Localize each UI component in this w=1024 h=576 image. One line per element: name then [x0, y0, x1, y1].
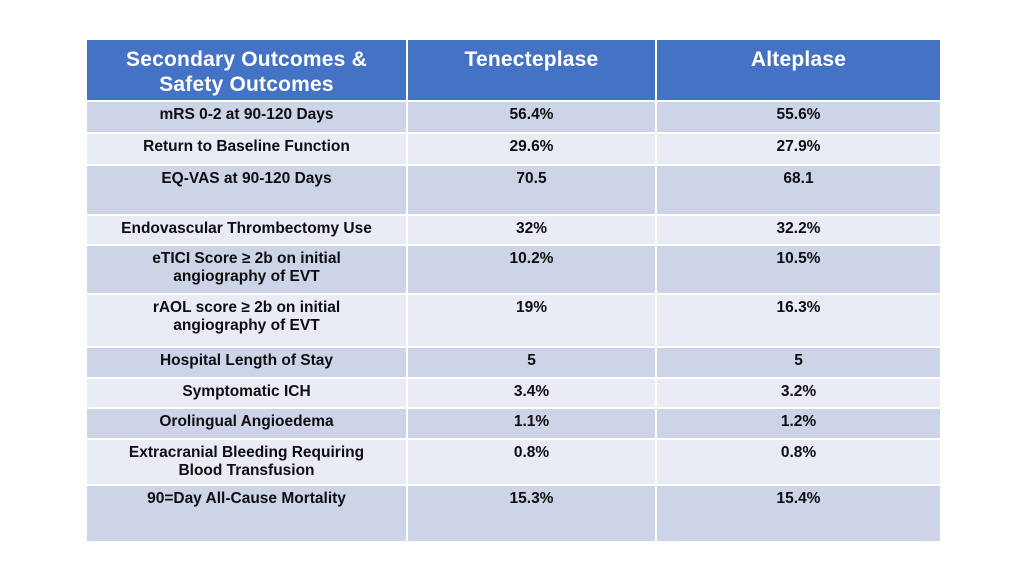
- alteplase-value: 0.8%: [655, 437, 942, 486]
- tenecteplase-value: 32%: [406, 213, 657, 246]
- tenecteplase-value: 56.4%: [406, 99, 657, 134]
- tenecteplase-value: 29.6%: [406, 131, 657, 166]
- outcome-label: mRS 0-2 at 90-120 Days: [159, 105, 334, 123]
- outcome-label: Return to Baseline Function: [143, 137, 350, 155]
- alteplase-value: 15.4%: [655, 483, 942, 543]
- tenecteplase-value: 0.8%: [406, 437, 657, 486]
- column-header-outcomes-line1: Secondary Outcomes &: [126, 48, 367, 71]
- column-header-tenecteplase: Tenecteplase: [406, 38, 657, 102]
- tenecteplase-value: 10.2%: [406, 243, 657, 295]
- column-header-outcomes: Secondary Outcomes & Safety Outcomes: [85, 38, 408, 102]
- tenecteplase-value: 15.3%: [406, 483, 657, 543]
- outcome-label-cell: Endovascular Thrombectomy Use: [85, 213, 408, 246]
- outcome-label-cell: EQ-VAS at 90-120 Days: [85, 163, 408, 216]
- outcome-label-cell: Extracranial Bleeding Requiring Blood Tr…: [85, 437, 408, 486]
- outcome-label-cell: Hospital Length of Stay: [85, 345, 408, 379]
- alteplase-value: 3.2%: [655, 376, 942, 409]
- table-row: Orolingual Angioedema 1.1% 1.2%: [85, 406, 942, 440]
- alteplase-value: 32.2%: [655, 213, 942, 246]
- outcome-label: Hospital Length of Stay: [159, 351, 334, 369]
- outcome-label: eTICI Score ≥ 2b on initial: [152, 249, 341, 267]
- outcome-label-cell: Return to Baseline Function: [85, 131, 408, 166]
- table-row: Return to Baseline Function 29.6% 27.9%: [85, 131, 942, 166]
- alteplase-value: 10.5%: [655, 243, 942, 295]
- column-header-alteplase: Alteplase: [655, 38, 942, 102]
- table-row: Hospital Length of Stay 5 5: [85, 345, 942, 379]
- outcomes-table: Secondary Outcomes & Safety Outcomes Ten…: [85, 38, 942, 543]
- header-row: Secondary Outcomes & Safety Outcomes Ten…: [85, 38, 942, 102]
- table-row: mRS 0-2 at 90-120 Days 56.4% 55.6%: [85, 99, 942, 134]
- outcome-label: EQ-VAS at 90-120 Days: [161, 169, 332, 187]
- outcome-label-cell: rAOL score ≥ 2b on initial angiography o…: [85, 292, 408, 348]
- outcome-label: Extracranial Bleeding Requiring: [128, 443, 365, 461]
- table-row: rAOL score ≥ 2b on initial angiography o…: [85, 292, 942, 348]
- column-header-outcomes-line2: Safety Outcomes: [159, 72, 334, 96]
- alteplase-value: 55.6%: [655, 99, 942, 134]
- outcome-label: Orolingual Angioedema: [159, 412, 334, 430]
- alteplase-value: 1.2%: [655, 406, 942, 440]
- table-row: Endovascular Thrombectomy Use 32% 32.2%: [85, 213, 942, 246]
- outcome-label-cell: mRS 0-2 at 90-120 Days: [85, 99, 408, 134]
- alteplase-value: 68.1: [655, 163, 942, 216]
- table-row: eTICI Score ≥ 2b on initial angiography …: [85, 243, 942, 295]
- outcome-label-cell: Orolingual Angioedema: [85, 406, 408, 440]
- alteplase-value: 5: [655, 345, 942, 379]
- tenecteplase-value: 3.4%: [406, 376, 657, 409]
- outcome-label-line2: Blood Transfusion: [178, 462, 315, 480]
- outcome-label-line2: angiography of EVT: [173, 317, 320, 335]
- table-row: 90=Day All-Cause Mortality 15.3% 15.4%: [85, 483, 942, 543]
- alteplase-value: 27.9%: [655, 131, 942, 166]
- tenecteplase-value: 19%: [406, 292, 657, 348]
- outcome-label: Endovascular Thrombectomy Use: [121, 219, 372, 237]
- tenecteplase-value: 1.1%: [406, 406, 657, 440]
- tenecteplase-value: 70.5: [406, 163, 657, 216]
- outcome-label-cell: 90=Day All-Cause Mortality: [85, 483, 408, 543]
- outcome-label-cell: eTICI Score ≥ 2b on initial angiography …: [85, 243, 408, 295]
- outcome-label: Symptomatic ICH: [182, 382, 311, 400]
- tenecteplase-value: 5: [406, 345, 657, 379]
- outcome-label-line2: angiography of EVT: [173, 268, 320, 286]
- table-row: Extracranial Bleeding Requiring Blood Tr…: [85, 437, 942, 486]
- alteplase-value: 16.3%: [655, 292, 942, 348]
- outcome-label: rAOL score ≥ 2b on initial: [152, 298, 341, 316]
- outcome-label: 90=Day All-Cause Mortality: [147, 489, 346, 507]
- table-row: Symptomatic ICH 3.4% 3.2%: [85, 376, 942, 409]
- outcome-label-cell: Symptomatic ICH: [85, 376, 408, 409]
- table-row: EQ-VAS at 90-120 Days 70.5 68.1: [85, 163, 942, 216]
